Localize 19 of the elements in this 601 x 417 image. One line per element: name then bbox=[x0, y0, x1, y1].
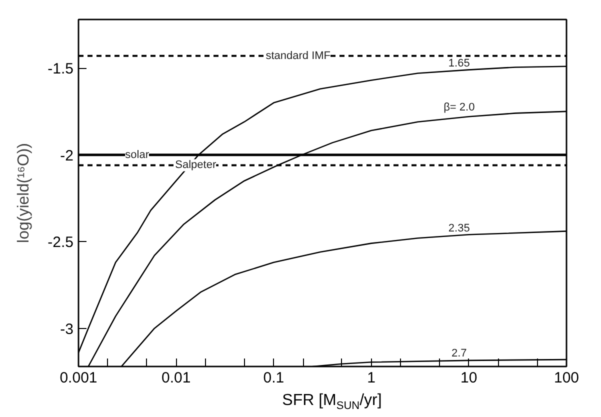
x-tick-label: 100 bbox=[554, 370, 580, 386]
x-axis-title: SFR [M$_{SUN}$/yr] bbox=[281, 392, 383, 414]
series-label: 2.35 bbox=[448, 222, 470, 234]
ref-line-label: Salpeter bbox=[175, 159, 216, 172]
y-tick-label: -1.5 bbox=[48, 60, 74, 78]
x-tick-label: 1 bbox=[367, 370, 376, 386]
x-tick-label: 0.01 bbox=[162, 370, 191, 386]
x-tick-label: 10 bbox=[460, 370, 478, 386]
ref-line-label: solar bbox=[125, 148, 150, 161]
x-tick-label: 0.1 bbox=[263, 370, 284, 386]
y-tick-label: -2.5 bbox=[48, 234, 74, 252]
series-label: 2.7 bbox=[451, 348, 467, 360]
y-tick-label: -3 bbox=[60, 320, 74, 338]
x-tick-label: 0.001 bbox=[60, 370, 98, 386]
y-tick-label: -2 bbox=[60, 147, 74, 164]
series-label: 1.65 bbox=[448, 57, 470, 70]
y-axis-title: log(yield(¹⁶O)) bbox=[16, 143, 33, 243]
series-label: β= 2.0 bbox=[444, 102, 475, 114]
ref-line-label: standard IMF bbox=[266, 50, 331, 62]
